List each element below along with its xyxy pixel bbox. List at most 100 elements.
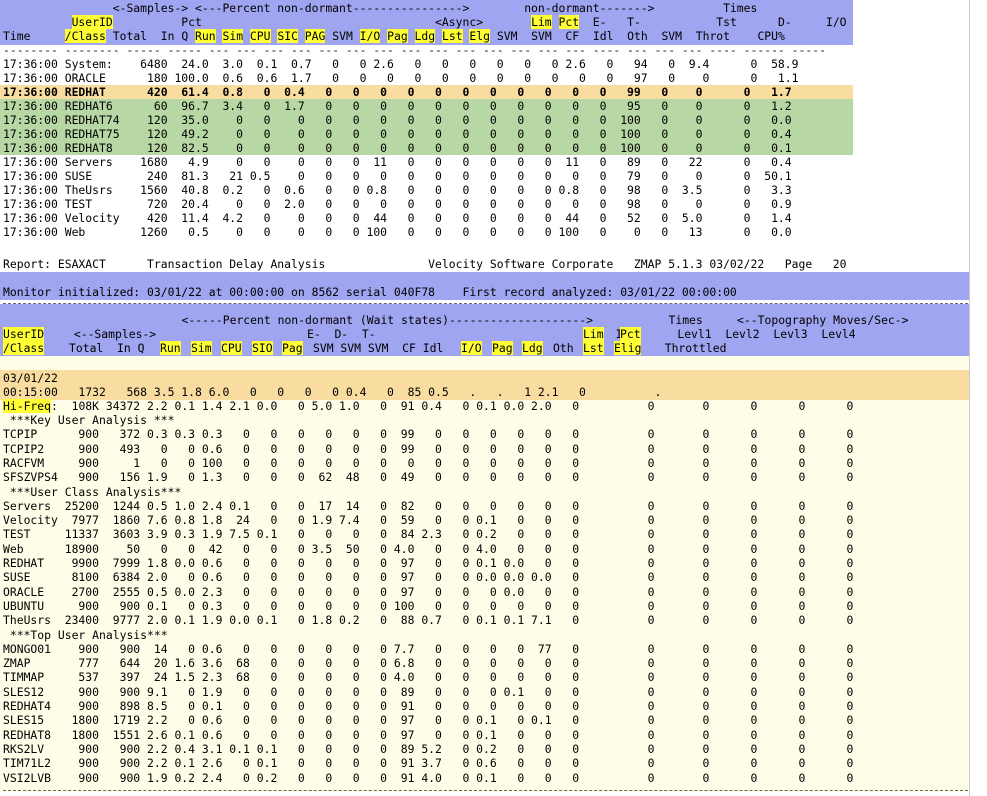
table-row: TIM71L2 900 900 2.2 0.1 2.6 0 0.1 0 0 0 … <box>3 756 854 771</box>
bottom-hdr-pag2: Pag <box>492 341 513 355</box>
table-row: MONGO01 900 900 14 0 0.6 0 0 0 0 0 0 7.7… <box>3 641 854 656</box>
top-header-col: Sim <box>222 29 244 43</box>
top-row-highlight <box>0 141 853 155</box>
bottom-hdr-total: Total In Q <box>69 341 145 355</box>
table-row: ZMAP 777 644 20 1.6 3.6 68 0 0 0 0 0 6.8… <box>3 656 854 671</box>
top-row-highlight <box>0 127 853 141</box>
bottom-hdr-ldg: Ldg <box>522 341 543 355</box>
top-header-col: Lst <box>441 29 463 43</box>
page-edge-line <box>969 0 970 796</box>
bottom-hdr-elig: Elig <box>614 341 642 355</box>
section-title: ***Key User Analysis *** <box>3 413 175 427</box>
table-row: Velocity 7977 1860 7.6 0.8 1.8 24 0 0 1.… <box>3 513 854 528</box>
first-interval-band <box>0 370 969 400</box>
top-table-row: 17:36:00 TEST 720 20.4 0 0 2.0 0 0 0 0 0… <box>3 197 792 211</box>
top-header-col: SVM <box>325 29 360 43</box>
bottom-hdr-cpu: CPU <box>221 341 242 355</box>
bottom-hdr-pag: Pag <box>282 341 303 355</box>
top-table-row: 17:36:00 SUSE 240 81.3 21 0.5 0 0 0 0 0 … <box>3 169 792 183</box>
top-header-col <box>243 29 250 43</box>
bottom-hdr2-text: <--Samples-> E- D- T- I/O Levl1 Levl2 Le… <box>67 327 856 341</box>
top-row-highlight <box>0 85 853 99</box>
date-line: 03/01/22 <box>3 371 58 385</box>
table-row: TCPIP 900 372 0.3 0.3 0.3 0 0 0 0 0 0 99… <box>3 427 854 442</box>
top-header-col <box>408 29 415 43</box>
hdr2-spacer <box>3 15 72 29</box>
table-row: RACFVM 900 1 0 0 100 0 0 0 0 0 0 0 0 0 0… <box>3 455 854 470</box>
top-header-line-2: UserID Pct <Async> Lim Pct E- T- Tst D- … <box>3 15 985 29</box>
bottom-table-bg <box>0 356 969 792</box>
monitor-band <box>0 272 969 300</box>
top-row-highlight <box>0 99 853 113</box>
top-header-columns: Total In Q Run Sim CPU SIC PAG SVM I/O P… <box>106 29 785 43</box>
table-row: VSI2LVB 900 900 1.9 0.2 2.4 0 0.2 0 0 0 … <box>3 770 854 785</box>
top-table-row: 17:36:00 REDHAT8 120 82.5 0 0 0 0 0 0 0 … <box>3 141 792 155</box>
bottom-header-pct: Pct <box>620 327 641 341</box>
table-row: TEST 11337 3603 3.9 0.3 1.9 7.5 0.1 0 0 … <box>3 527 854 542</box>
table-row: TheUsrs 23400 9777 2.0 0.1 1.9 0.0 0.1 0… <box>3 613 854 628</box>
interval-row: 00:15:00 1732 568 3.5 1.8 6.0 0 0 0 0 0.… <box>3 385 662 399</box>
bottom-header-line-1: <-----Percent non-dormant (Wait states)-… <box>3 313 985 327</box>
bottom-hdr-io: I/O <box>461 341 482 355</box>
top-table-row: 17:36:00 TheUsrs 1560 40.8 0.2 0 0.6 0 0… <box>3 183 792 197</box>
bottom-hdr-svm: SVM SVM SVM CF Idl <box>313 341 444 355</box>
bottom-header-line-2: UserID <--Samples-> E- D- T- I/O Levl1 L… <box>3 327 985 341</box>
hdr2-tail: E- T- Tst D- I/O <box>579 15 922 29</box>
table-row: TCPIP2 900 493 0 0 0.6 0 0 0 0 0 0 99 0 … <box>3 441 854 456</box>
header-pct: Pct <box>558 15 580 29</box>
table-row: SLES15 1800 1719 2.2 0 0.6 0 0 0 0 0 0 9… <box>3 713 854 728</box>
section-title: ***Top User Analysis*** <box>3 627 168 642</box>
table-row: UBUNTU 900 900 0.1 0 0.3 0 0 0 0 0 0 100… <box>3 598 854 613</box>
bottom-header-line-3: /Class Total In Q Run Sim CPU SIO Pag SV… <box>3 341 985 355</box>
bottom-hdr-run: Run <box>160 341 181 355</box>
top-header-col: CPU <box>249 29 271 43</box>
top-header-col: PAG <box>304 29 326 43</box>
table-row: REDHAT8 1800 1551 2.6 0.1 0.6 0 0 0 0 0 … <box>3 727 854 742</box>
bottom-hdr-sim: Sim <box>191 341 212 355</box>
table-row: SLES12 900 900 9.1 0 1.9 0 0 0 0 0 0 89 … <box>3 684 854 699</box>
table-row: Servers 25200 1244 0.5 1.0 2.4 0.1 0 0 1… <box>3 498 854 513</box>
hdr2-mid: Pct <Async> <box>112 15 532 29</box>
top-header-col: Pag <box>387 29 408 43</box>
bottom-hdr1-text: <-----Percent non-dormant (Wait states)-… <box>113 313 909 327</box>
table-row: RKS2LV 900 900 2.2 0.4 3.1 0.1 0.1 0 0 0… <box>3 741 854 756</box>
top-table-row: 17:36:00 System: 6480 24.0 3.0 0.1 0.7 0… <box>3 57 799 71</box>
top-table-row: 17:36:00 Velocity 420 11.4 4.2 0 0 0 0 4… <box>3 211 792 225</box>
top-table-row: 17:36:00 ORACLE 180 100.0 0.6 0.6 1.7 0 … <box>3 71 799 85</box>
table-row: REDHAT 9900 7999 1.8 0.0 0.6 0 0 0 0 0 0… <box>3 556 854 570</box>
top-row-highlight <box>0 113 853 127</box>
top-header-dashes: -------- -------- ----- ----- --- --- --… <box>3 43 826 57</box>
bottom-rule <box>3 790 968 791</box>
top-header-col: Total In Q <box>105 29 196 43</box>
table-row: SUSE 8100 6384 2.0 0 0.6 0 0 0 0 0 0 97 … <box>3 570 854 585</box>
top-header-col: Ldg <box>414 29 436 43</box>
bottom-hdr-sio: SIO <box>252 341 273 355</box>
top-table-row: 17:36:00 REDHAT6 60 96.7 3.4 0 1.7 0 0 0… <box>3 99 792 113</box>
top-header-col <box>298 29 305 43</box>
top-table-row: 17:36:00 REDHAT75 120 49.2 0 0 0 0 0 0 0… <box>3 127 792 141</box>
table-row: Web 18900 50 0 0 42 0 0 0 3.5 50 0 4.0 0… <box>3 541 854 556</box>
section-title: ***User Class Analysis*** <box>3 484 182 499</box>
report-line: Report: ESAXACT Transaction Delay Analys… <box>3 257 847 271</box>
top-header-col: Run <box>195 29 216 43</box>
hifreq-values: : 108K 34372 2.2 0.1 1.4 2.1 0.0 0 5.0 1… <box>51 399 854 413</box>
monitor-rule <box>3 303 968 304</box>
header-time: Time <box>3 29 65 43</box>
header-lim: Lim <box>531 15 552 29</box>
header-userid: UserID <box>71 15 113 29</box>
hifreq-label: Hi-Freq <box>3 399 52 413</box>
top-header-col: I/O <box>359 29 381 43</box>
monitor-line: Monitor initialized: 03/01/22 at 00:00:0… <box>3 285 737 299</box>
bottom-header-lim: Lim <box>583 327 604 341</box>
header-class: /Class <box>64 29 106 43</box>
bottom-hdr-oth: Oth <box>553 341 574 355</box>
table-row: SFSZVPS4 900 156 1.9 0 1.3 0 0 0 62 48 0… <box>3 470 854 485</box>
top-header-col: Elg <box>469 29 490 43</box>
top-table-row: 17:36:00 REDHAT74 120 35.0 0 0 0 0 0 0 0… <box>3 113 792 127</box>
hifreq-row: Hi-Freq: 108K 34372 2.2 0.1 1.4 2.1 0.0 … <box>3 399 985 413</box>
table-row: REDHAT4 900 898 8.5 0 0.1 0 0 0 0 0 0 91… <box>3 699 854 713</box>
top-header-line-3: Time /Class Total In Q Run Sim CPU SIC P… <box>3 29 985 43</box>
top-header-col: SVM SVM CF Idl Oth SVM Throt CPU% <box>490 29 785 43</box>
top-header-line-1: <-Samples-> <---Percent non-dormant-----… <box>3 1 826 15</box>
top-table-row: 17:36:00 Servers 1680 4.9 0 0 0 0 0 11 0… <box>3 155 792 169</box>
